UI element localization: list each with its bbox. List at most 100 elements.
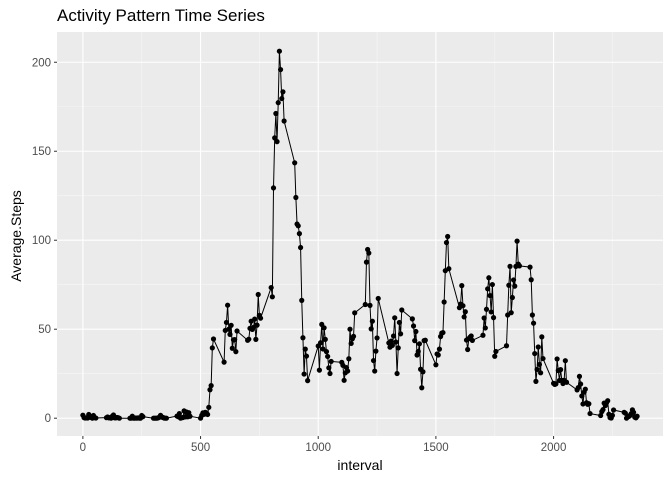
- data-point: [516, 263, 523, 269]
- grid-minor: [57, 32, 663, 436]
- data-point: [486, 275, 492, 281]
- data-point: [598, 412, 604, 419]
- data-point: [465, 346, 471, 353]
- data-point: [370, 357, 377, 364]
- data-point: [254, 322, 260, 328]
- x-tick-label: 500: [191, 442, 210, 454]
- data-point: [226, 326, 232, 332]
- data-point: [553, 381, 559, 387]
- data-point: [582, 386, 588, 392]
- data-point: [578, 381, 584, 387]
- data-point: [445, 233, 451, 240]
- panel-background: [57, 32, 663, 436]
- data-point: [255, 291, 261, 298]
- data-point: [350, 333, 357, 339]
- data-point: [345, 368, 351, 374]
- data-point: [272, 135, 278, 141]
- data-point: [341, 377, 347, 383]
- data-point: [273, 110, 279, 117]
- data-point: [257, 315, 264, 321]
- data-point: [208, 383, 214, 389]
- x-axis-label: interval: [337, 457, 383, 473]
- data-point: [562, 358, 568, 364]
- data-point: [390, 333, 397, 339]
- x-axis: 0 500 1000 1500 2000: [80, 436, 566, 454]
- data-point: [275, 100, 281, 106]
- data-point: [527, 264, 533, 270]
- data-point: [322, 336, 328, 342]
- data-point: [413, 328, 419, 335]
- data-point: [316, 367, 323, 373]
- series: [80, 48, 640, 421]
- data-point: [388, 338, 394, 344]
- grid-major: [57, 32, 663, 436]
- data-point: [389, 342, 395, 349]
- data-point: [246, 336, 252, 342]
- data-point: [321, 325, 327, 331]
- data-point: [302, 346, 308, 352]
- data-point: [232, 336, 238, 343]
- data-point: [508, 310, 514, 316]
- data-point: [600, 407, 606, 413]
- data-point: [576, 373, 583, 379]
- data-point: [253, 336, 259, 342]
- x-tick-label: 1500: [423, 442, 449, 454]
- data-point: [395, 345, 401, 351]
- data-point: [392, 315, 398, 321]
- data-point: [301, 371, 307, 377]
- data-point: [325, 353, 331, 360]
- data-point: [366, 250, 372, 256]
- data-point: [206, 404, 212, 410]
- data-point: [539, 334, 545, 340]
- data-point: [305, 378, 311, 384]
- data-point: [393, 339, 399, 345]
- data-point: [586, 401, 592, 407]
- data-point: [368, 326, 374, 332]
- data-point: [533, 378, 539, 384]
- data-point: [348, 340, 354, 347]
- data-point: [369, 318, 375, 324]
- x-tick-label: 1000: [305, 442, 331, 454]
- data-point: [276, 48, 282, 54]
- data-point: [528, 277, 534, 283]
- data-point: [328, 358, 334, 365]
- data-point: [579, 393, 585, 399]
- data-point: [422, 337, 428, 343]
- data-point: [485, 286, 491, 292]
- data-point: [536, 361, 543, 368]
- data-point: [409, 316, 415, 322]
- data-point: [610, 407, 617, 413]
- data-point: [300, 335, 306, 341]
- data-point: [140, 414, 146, 420]
- data-point: [630, 409, 637, 415]
- data-point: [482, 325, 488, 331]
- data-point: [462, 309, 468, 315]
- data-point: [460, 303, 466, 309]
- data-point: [363, 259, 370, 265]
- data-point: [323, 349, 330, 355]
- y-tick-label: 50: [38, 324, 51, 336]
- data-point: [227, 331, 233, 337]
- data-point: [367, 302, 373, 308]
- data-point: [534, 366, 540, 373]
- data-point: [532, 350, 538, 357]
- data-point: [441, 299, 447, 305]
- data-point: [299, 297, 305, 303]
- data-point: [229, 345, 235, 351]
- data-point: [209, 345, 215, 351]
- data-point: [443, 239, 450, 246]
- data-point: [399, 307, 405, 313]
- data-point: [116, 415, 122, 421]
- data-point: [303, 353, 310, 359]
- data-point: [295, 223, 301, 229]
- data-point: [481, 315, 487, 321]
- data-point: [512, 283, 518, 289]
- data-point: [362, 301, 368, 308]
- data-point: [529, 312, 535, 318]
- data-point: [326, 365, 332, 371]
- data-point: [297, 244, 304, 251]
- data-point: [394, 370, 400, 377]
- data-point: [538, 370, 544, 376]
- data-point: [634, 413, 640, 419]
- data-point: [535, 344, 541, 350]
